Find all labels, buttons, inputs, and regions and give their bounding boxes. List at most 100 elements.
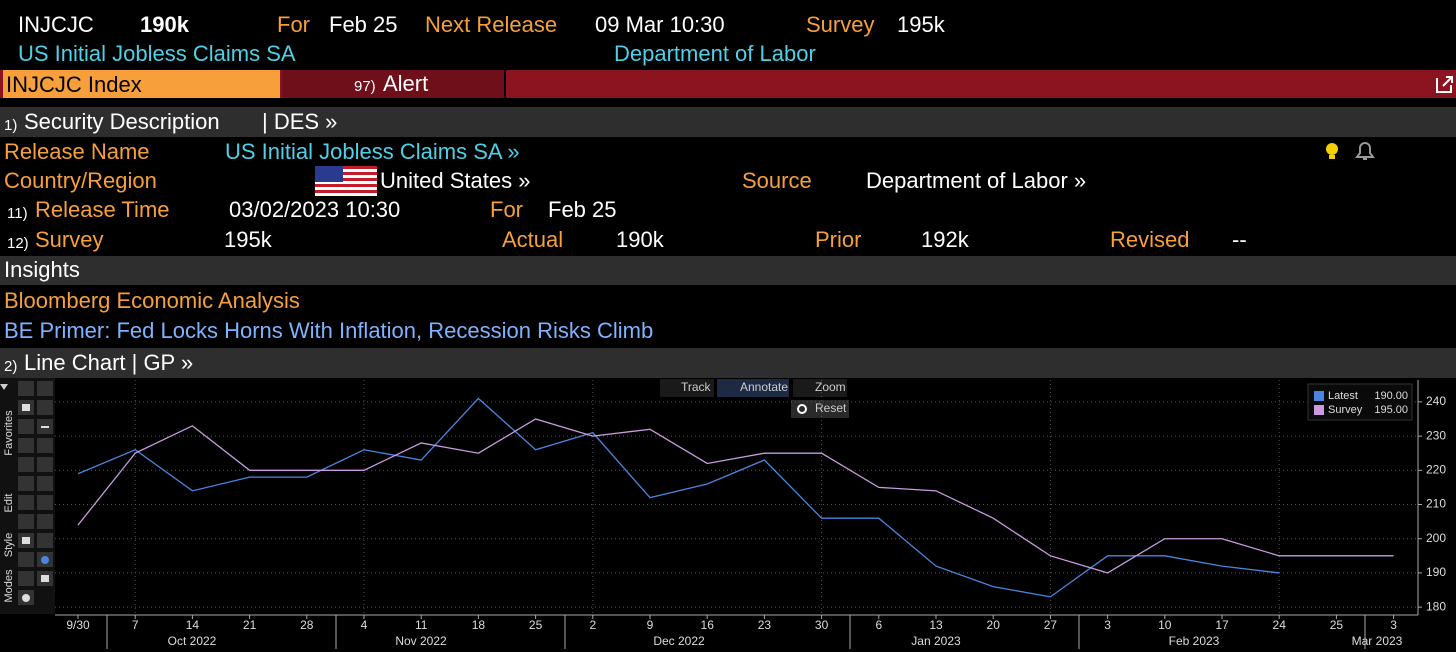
chart: Track Annotate Zoom Reset Favorites Edit S…	[0, 378, 1456, 652]
annotate-button[interactable]	[717, 379, 789, 397]
legend-label: Latest	[1328, 390, 1358, 402]
y-tick-label: 220	[1426, 462, 1446, 476]
track-button[interactable]	[660, 379, 714, 397]
text: 09 Mar 10:30	[595, 12, 725, 37]
x-tick-label: 18	[472, 618, 486, 632]
legend-box	[1307, 383, 1413, 421]
side-label: Edit	[3, 494, 15, 513]
label: Country/Region	[4, 168, 157, 193]
toolbar-label[interactable]: Reset	[815, 401, 847, 415]
label: For	[277, 12, 310, 37]
label: For	[490, 197, 523, 222]
text: US Initial Jobless Claims SA	[18, 41, 296, 66]
section-bar	[0, 107, 1456, 137]
x-tick-label: 3	[1104, 618, 1111, 632]
num: 12)	[7, 235, 29, 252]
x-tick-label: 9/30	[66, 618, 90, 632]
link[interactable]: Department of Labor »	[866, 168, 1087, 193]
x-tick-label: 27	[1044, 618, 1058, 632]
y-tick-label: 210	[1426, 497, 1446, 511]
x-tick-label: 7	[132, 618, 139, 632]
x-tick-label: 17	[1215, 618, 1229, 632]
y-tick-label: 200	[1426, 531, 1446, 545]
label: Survey	[35, 227, 104, 252]
x-tick-label: 2	[589, 618, 596, 632]
text: 192k	[921, 227, 969, 252]
ticker: INJCJC	[18, 12, 94, 37]
x-tick-label: 25	[529, 618, 543, 632]
tab[interactable]	[282, 70, 506, 98]
zoom-button[interactable]	[793, 379, 847, 397]
tab[interactable]	[3, 70, 280, 98]
y-tick-label: 180	[1426, 599, 1446, 613]
label: Source	[742, 168, 812, 193]
month-label: Jan 2023	[911, 634, 961, 648]
reset-button[interactable]	[791, 400, 849, 418]
legend-swatch	[1314, 405, 1324, 415]
section-title[interactable]: Security Description	[24, 109, 220, 134]
label: Next Release	[425, 12, 558, 37]
section-bar	[0, 348, 1456, 378]
x-tick-label: 23	[758, 618, 772, 632]
icons	[1326, 142, 1375, 160]
section-code: | DES »	[262, 109, 338, 134]
num: 2)	[4, 358, 18, 375]
text: 03/02/2023 10:30	[229, 197, 401, 222]
label: Prior	[815, 227, 862, 252]
label: Actual	[502, 227, 564, 252]
x-tick-label: 28	[300, 618, 314, 632]
x-tick-label: 11	[415, 618, 428, 632]
chart-bg	[0, 378, 1456, 652]
section-title[interactable]: Line Chart | GP »	[24, 350, 194, 375]
toolbar-label[interactable]: Zoom	[815, 380, 846, 394]
text: Feb 25	[548, 197, 617, 222]
toolbar-label[interactable]: Track	[681, 380, 712, 394]
label: Survey	[806, 12, 875, 37]
x-tick-label: 30	[815, 618, 829, 632]
text: --	[1232, 227, 1247, 252]
legend-value: 190.00	[1374, 390, 1408, 402]
text: Feb 25	[329, 12, 398, 37]
text: 190k	[616, 227, 664, 252]
tab-label[interactable]: Alert	[383, 71, 429, 96]
link[interactable]: United States »	[380, 168, 531, 193]
legend-swatch	[1314, 391, 1324, 401]
link[interactable]: US Initial Jobless Claims SA »	[225, 139, 520, 164]
side-toolbar	[0, 378, 55, 614]
x-tick-label: 6	[875, 618, 882, 632]
toolbar-label[interactable]: Annotate	[740, 380, 788, 394]
popout-icon[interactable]	[1434, 73, 1454, 95]
side-label: Favorites	[3, 410, 15, 456]
month-label: Dec 2022	[653, 634, 705, 648]
text: Bloomberg Economic Analysis	[4, 288, 300, 313]
top-toolbar	[660, 379, 849, 418]
num: 11)	[7, 205, 28, 222]
tab-label[interactable]: INJCJC Index	[6, 72, 142, 97]
x-tick-label: 25	[1330, 618, 1344, 632]
x-tick-label: 20	[987, 618, 1001, 632]
value: 190k	[140, 12, 189, 37]
section-bar	[0, 256, 1456, 285]
month-label: Nov 2022	[395, 634, 447, 648]
label: Release Name	[4, 139, 150, 164]
x-tick-label: 14	[186, 618, 200, 632]
side-label: Modes	[3, 569, 15, 603]
x-tick-label: 10	[1158, 618, 1172, 632]
x-tick-label: 24	[1273, 618, 1287, 632]
x-tick-label: 21	[243, 618, 257, 632]
legend-label: Survey	[1328, 404, 1363, 416]
link[interactable]: BE Primer: Fed Locks Horns With Inflatio…	[4, 318, 654, 343]
flag	[315, 166, 377, 196]
text: 195k	[897, 12, 945, 37]
line-series	[77, 397, 1280, 598]
month-label: Feb 2023	[1169, 634, 1220, 648]
section-title: Insights	[4, 257, 80, 282]
num: 1)	[4, 117, 18, 134]
text: Department of Labor	[614, 41, 816, 66]
x-tick-label: 16	[701, 618, 715, 632]
y-tick-label: 240	[1426, 394, 1446, 408]
x-tick-label: 4	[361, 618, 368, 632]
label: Revised	[1110, 227, 1190, 252]
month-label: Oct 2022	[168, 634, 217, 648]
